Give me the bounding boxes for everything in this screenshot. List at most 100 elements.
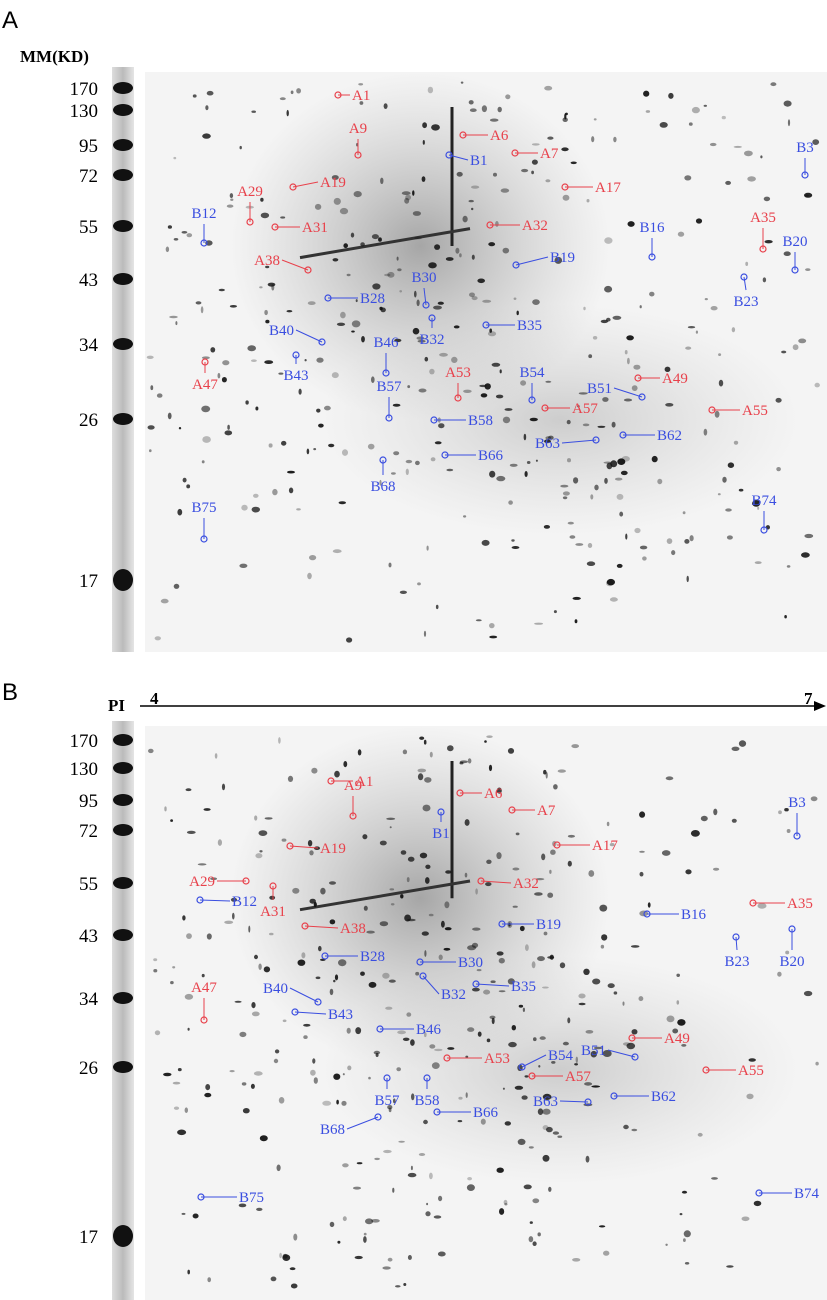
gel-spot — [615, 477, 623, 481]
spot-annotation: B30 — [411, 270, 437, 309]
gel-spot — [396, 256, 399, 261]
gel-streak — [299, 227, 471, 260]
marker-label: 17 — [79, 1227, 98, 1248]
gel-spot — [545, 380, 552, 383]
gel-spot — [217, 839, 222, 846]
spot-label: B3 — [788, 795, 806, 811]
gel-spot — [500, 188, 510, 193]
spot-annotation: B75 — [197, 1190, 264, 1206]
gel-spot — [725, 180, 731, 185]
gel-spot — [471, 185, 480, 189]
spot-annotation: B23 — [724, 933, 750, 970]
spot-label: B28 — [360, 291, 385, 307]
marker-label: 130 — [70, 101, 99, 122]
gel-spot — [397, 268, 402, 272]
gel-spot — [383, 103, 388, 109]
pi-end: 7 — [804, 689, 813, 708]
gel-spot — [421, 931, 429, 936]
gel-spot — [665, 403, 674, 407]
gel-spot — [623, 1042, 631, 1046]
spot-leader — [423, 287, 427, 306]
spot-annotation: B54 — [519, 365, 545, 404]
marker-band — [113, 569, 133, 591]
gel-spot — [451, 356, 458, 363]
gel-spot — [607, 983, 615, 989]
gel-spot — [355, 1027, 362, 1035]
gel-spot — [230, 897, 238, 902]
gel-spot — [459, 253, 462, 258]
spot-label: A38 — [340, 921, 366, 937]
gel-spot — [599, 904, 608, 912]
gel-spot — [419, 736, 425, 740]
gel-spot — [351, 320, 361, 328]
spot-annotation: B28 — [324, 291, 385, 307]
gel-spot — [403, 1283, 407, 1286]
gel-spot — [435, 604, 439, 610]
gel-spot — [263, 966, 271, 973]
gel-spot — [276, 1164, 281, 1172]
spot-label: B16 — [639, 220, 665, 236]
gel-spot — [407, 856, 415, 862]
gel-spot — [163, 1072, 172, 1077]
gel-spot — [253, 493, 259, 498]
gel-spot — [544, 439, 551, 444]
gel-spot — [486, 1038, 491, 1043]
gel-spot — [438, 423, 445, 429]
gel-spot — [590, 494, 594, 500]
spot-annotation: B40 — [269, 323, 326, 346]
gel-spot — [355, 299, 358, 303]
gel-spot — [493, 172, 497, 177]
spot-annotation: B54 — [518, 1048, 574, 1071]
marker-label: 72 — [79, 821, 98, 842]
gel-spot — [425, 864, 431, 869]
gel-spot — [531, 159, 538, 165]
gel-spot — [786, 565, 791, 568]
spot-label: B30 — [411, 270, 436, 286]
gel-spot — [463, 389, 472, 393]
gel-spot — [404, 914, 411, 922]
spot-label: B63 — [535, 436, 560, 452]
gel-spot — [697, 1132, 703, 1137]
gel-spot — [265, 319, 270, 324]
spot-label: B54 — [519, 365, 545, 381]
gel-spot — [480, 1118, 486, 1125]
gel-spot — [717, 493, 721, 496]
gel-spot — [192, 94, 197, 98]
gel-spot — [586, 199, 590, 203]
gel-spot — [334, 770, 340, 778]
gel-spot — [783, 100, 792, 107]
spot-label: A1 — [352, 88, 370, 104]
gel-spot — [447, 745, 454, 752]
spot-label: B66 — [478, 448, 504, 464]
gel-spot — [363, 905, 368, 911]
marker-band — [113, 762, 133, 774]
gel-spot — [207, 1277, 211, 1283]
spot-label: A38 — [254, 253, 280, 269]
gel-spot — [477, 278, 486, 284]
gel-spot — [310, 1069, 316, 1076]
gel-spot — [329, 988, 334, 996]
gel-spot — [265, 265, 270, 269]
gel-spot — [358, 83, 364, 86]
gel-spot — [248, 925, 251, 933]
gel-spot — [392, 403, 401, 407]
spot-annotation: A35 — [750, 210, 776, 253]
gel-spot — [431, 124, 440, 131]
gel-spot — [338, 959, 347, 967]
marker-label: 170 — [70, 731, 99, 752]
gel-spot — [251, 110, 256, 113]
gel-spot — [785, 950, 790, 955]
gel-spot — [260, 197, 264, 202]
gel-spot — [178, 427, 182, 430]
gel-spot — [700, 815, 708, 822]
gel-spot — [331, 175, 339, 180]
gel-spot — [334, 974, 339, 981]
gel-spot — [606, 578, 616, 586]
gel-spot — [757, 506, 760, 510]
gel-spot — [422, 140, 425, 145]
gel-spot — [630, 945, 640, 948]
gel-spot — [684, 1262, 690, 1265]
gel-spot — [433, 1215, 442, 1219]
gel-spot — [239, 563, 248, 568]
